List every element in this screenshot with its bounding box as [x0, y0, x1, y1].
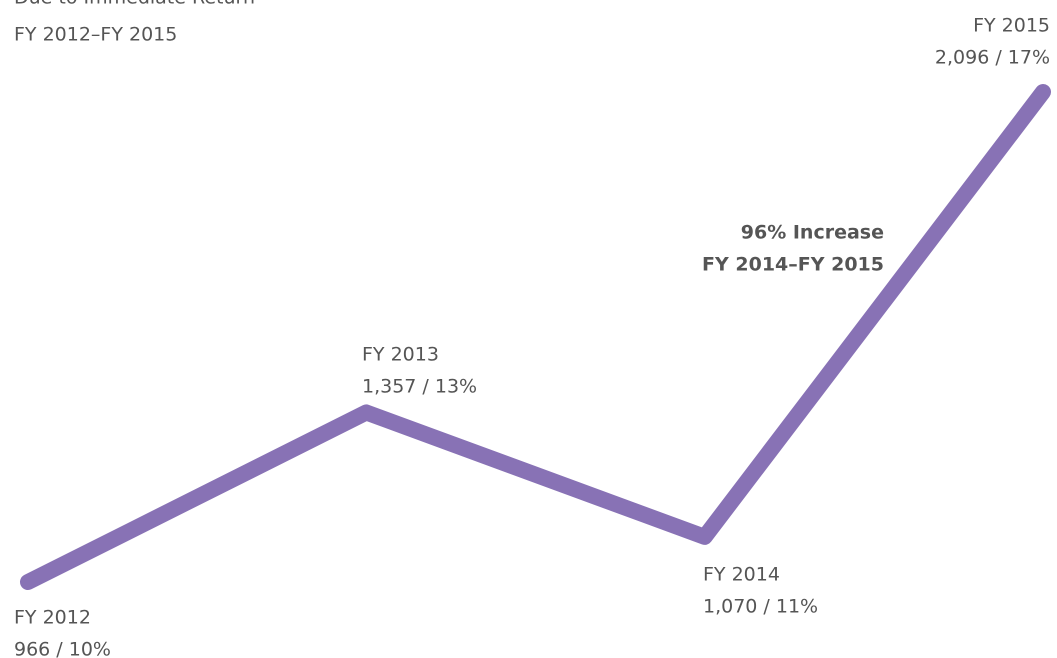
category-label: FY 2013: [362, 344, 439, 366]
chart-subtitle: FY 2012–FY 2015: [14, 24, 177, 46]
annotation: 96% Increase: [741, 222, 884, 244]
value-label: 966 / 10%: [14, 639, 111, 658]
value-label: 2,096 / 17%: [935, 47, 1050, 69]
annotation: FY 2014–FY 2015: [702, 254, 884, 276]
line: [20, 84, 1051, 590]
chart-title: Due to Immediate Return: [14, 0, 255, 9]
category-label: FY 2012: [14, 607, 91, 629]
value-label: 1,070 / 11%: [703, 596, 818, 618]
category-label: FY 2015: [973, 15, 1050, 37]
category-label: FY 2014: [703, 564, 780, 586]
value-label: 1,357 / 13%: [362, 376, 477, 398]
